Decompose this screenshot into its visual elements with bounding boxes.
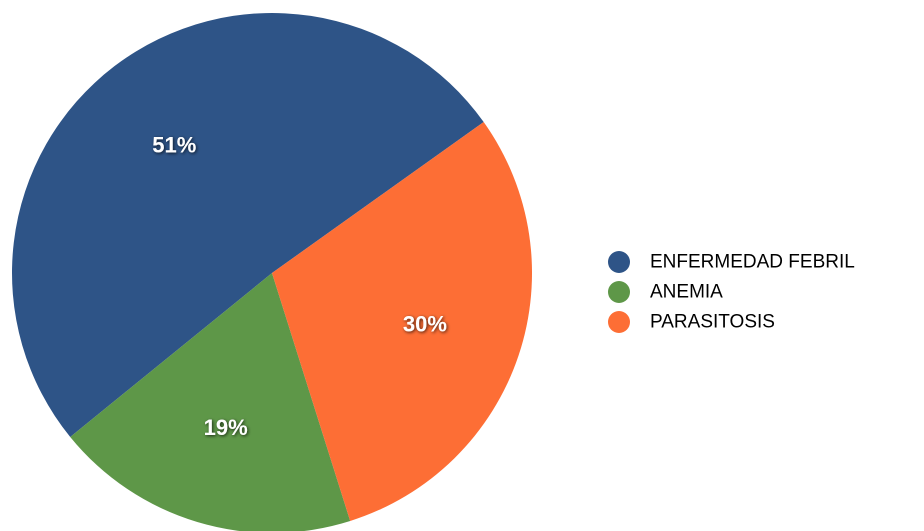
legend-swatch	[608, 311, 630, 333]
legend-swatch	[608, 251, 630, 273]
legend: ENFERMEDAD FEBRIL ANEMIA PARASITOSIS	[608, 251, 855, 333]
legend-label: ANEMIA	[650, 282, 723, 303]
legend-label: ENFERMEDAD FEBRIL	[650, 252, 855, 273]
pie-slice-anemia	[70, 273, 351, 531]
pie-slices	[12, 13, 532, 531]
pie-slice-label: 51%	[152, 132, 196, 157]
legend-swatch	[608, 281, 630, 303]
pie-slice-label: 19%	[204, 415, 248, 440]
pie-slice-enfermedad-febril	[12, 13, 484, 437]
pie-slice-labels: 51% 19% 30%	[152, 132, 447, 440]
pie-slice-parasitosis	[272, 122, 532, 521]
legend-label: PARASITOSIS	[650, 312, 775, 333]
pie-slice-label: 30%	[403, 312, 447, 337]
